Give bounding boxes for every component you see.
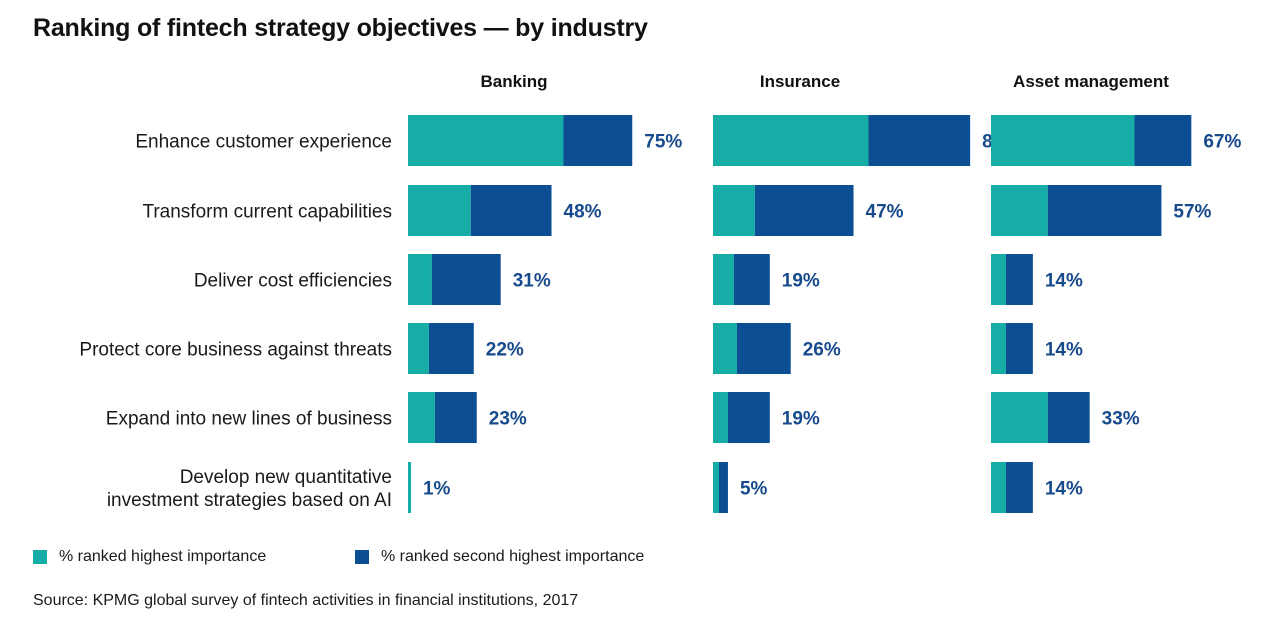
- bar-second: [1047, 392, 1090, 443]
- panel-title: Insurance: [760, 72, 840, 91]
- bar-second: [563, 115, 633, 166]
- value-label: 33%: [1102, 409, 1140, 430]
- bar-highest: [408, 185, 471, 236]
- category-label: Expand into new lines of business: [106, 409, 392, 430]
- bar-second: [1134, 115, 1192, 166]
- category-label: Develop new quantitative investment strat…: [107, 467, 392, 511]
- value-label: 47%: [866, 202, 904, 223]
- legend-swatch-highest: [33, 550, 47, 564]
- value-label: 14%: [1045, 271, 1083, 292]
- bar-highest: [991, 115, 1135, 166]
- value-label: 23%: [489, 409, 527, 430]
- bar-highest: [991, 185, 1048, 236]
- panel-title: Banking: [480, 72, 547, 91]
- legend-label-highest: % ranked highest importance: [59, 548, 267, 565]
- value-label: 14%: [1045, 340, 1083, 361]
- value-label: 5%: [740, 479, 768, 500]
- bar-second: [1005, 323, 1033, 374]
- value-label: 19%: [782, 271, 820, 292]
- bar-highest: [991, 392, 1048, 443]
- value-label: 57%: [1173, 202, 1211, 223]
- bar-highest: [991, 254, 1006, 305]
- bar-highest: [408, 392, 435, 443]
- bar-highest: [991, 462, 1006, 513]
- bar-second: [754, 185, 854, 236]
- bar-highest: [713, 323, 737, 374]
- value-label: 19%: [782, 409, 820, 430]
- legend-item-second: % ranked second highest importance: [355, 548, 644, 566]
- bar-second: [1047, 185, 1162, 236]
- bar-second: [470, 185, 552, 236]
- value-label: 26%: [803, 340, 841, 361]
- bar-second: [428, 323, 474, 374]
- category-label: Enhance customer experience: [135, 132, 392, 153]
- category-label: Deliver cost efficiencies: [194, 271, 392, 292]
- bar-highest: [408, 254, 432, 305]
- value-label: 14%: [1045, 479, 1083, 500]
- bar-highest: [408, 115, 564, 166]
- bar-highest: [408, 323, 429, 374]
- bar-highest: [713, 462, 719, 513]
- value-label: 48%: [564, 202, 602, 223]
- bar-highest: [713, 115, 869, 166]
- bar-second: [727, 392, 770, 443]
- legend-item-highest: % ranked highest importance: [33, 548, 266, 566]
- value-label: 67%: [1203, 132, 1241, 153]
- value-label: 22%: [486, 340, 524, 361]
- bar-second: [718, 462, 728, 513]
- legend-label-second: % ranked second highest importance: [381, 548, 645, 565]
- chart-title: Ranking of fintech strategy objectives —…: [33, 14, 648, 42]
- bar-second: [1005, 462, 1033, 513]
- chart-svg: Enhance customer experience Transform cur…: [79, 72, 1241, 513]
- category-label: Transform current capabilities: [142, 202, 392, 223]
- bar-highest: [408, 462, 411, 513]
- bar-second: [1005, 254, 1033, 305]
- bar-highest: [713, 392, 728, 443]
- bar-second: [431, 254, 501, 305]
- bar-highest: [991, 323, 1006, 374]
- value-label: 75%: [644, 132, 682, 153]
- source-note: Source: KPMG global survey of fintech ac…: [33, 592, 579, 609]
- legend-swatch-second: [355, 550, 369, 564]
- panel-title: Asset management: [1013, 72, 1169, 91]
- bar-second: [434, 392, 477, 443]
- bar-second: [868, 115, 971, 166]
- value-label: 31%: [513, 271, 551, 292]
- bar-second: [733, 254, 770, 305]
- category-label: Protect core business against threats: [79, 340, 392, 361]
- bar-highest: [713, 254, 734, 305]
- bar-highest: [713, 185, 755, 236]
- value-label: 1%: [423, 479, 451, 500]
- bar-second: [736, 323, 791, 374]
